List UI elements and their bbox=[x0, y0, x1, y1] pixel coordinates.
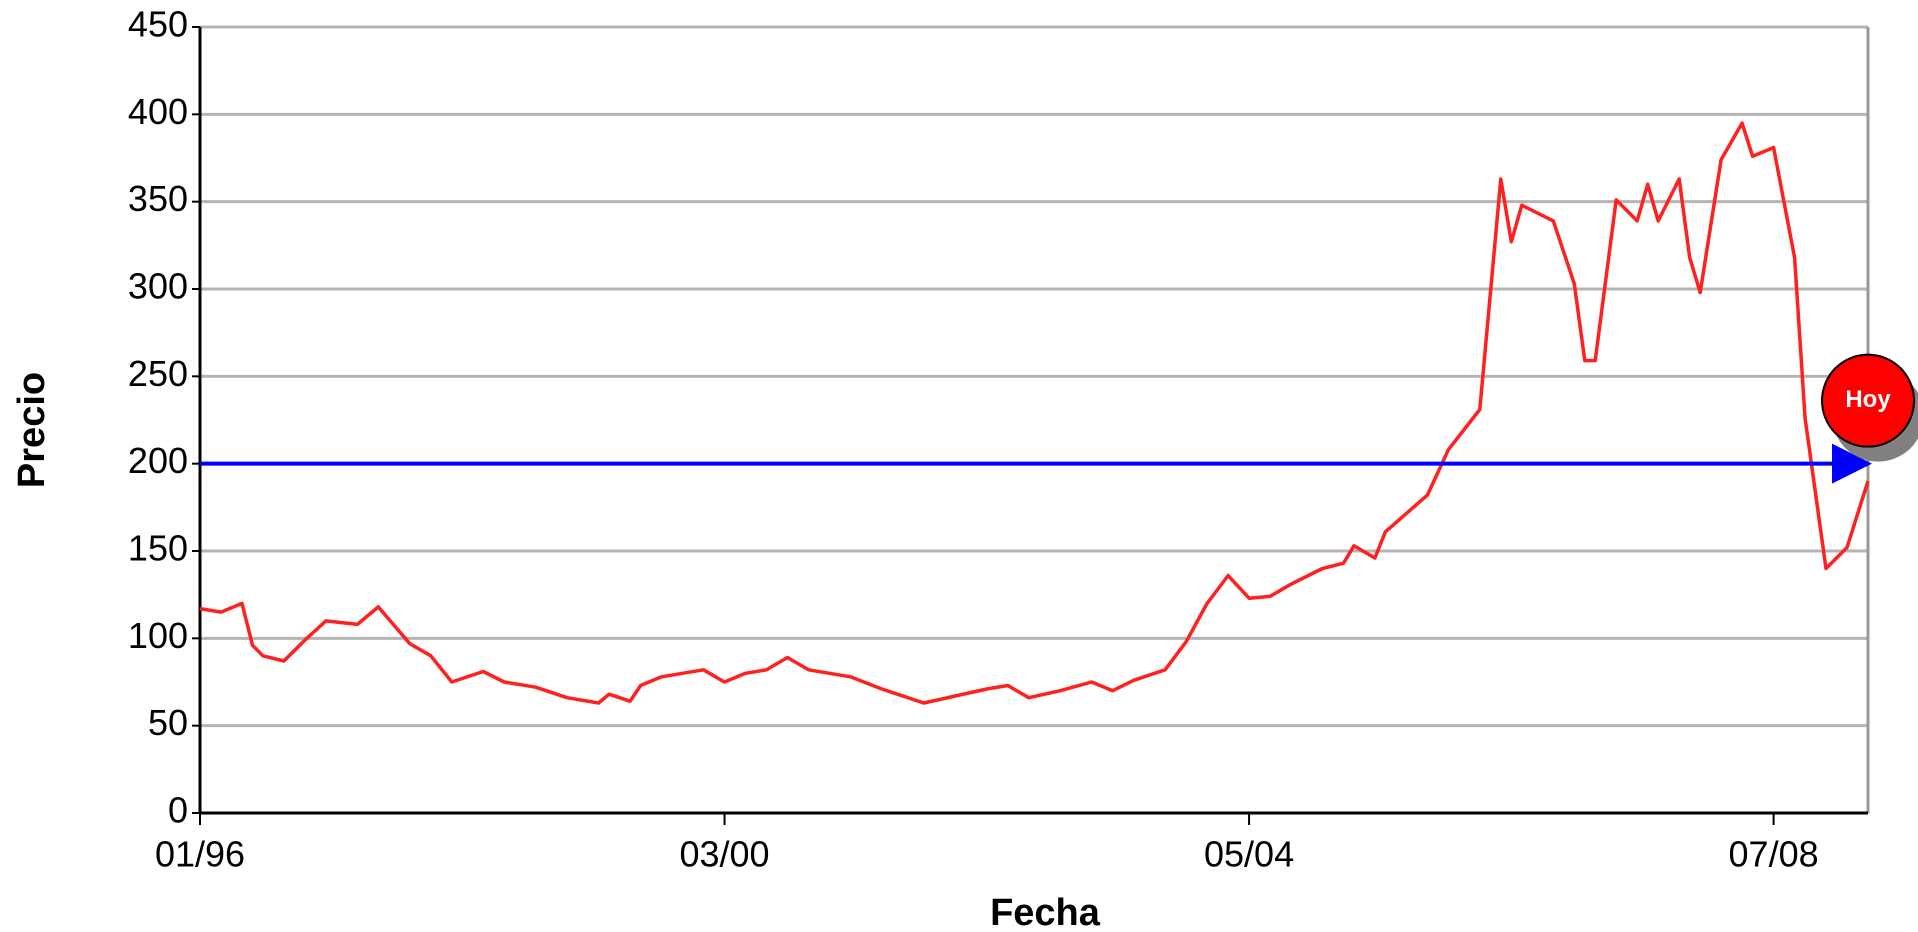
annotation-bubble bbox=[1821, 353, 1915, 448]
y-tick-label: 250 bbox=[128, 353, 188, 394]
y-axis-label: Precio bbox=[11, 372, 53, 488]
y-tick-label: 350 bbox=[128, 178, 188, 219]
annotation-label: Hoy bbox=[1845, 386, 1891, 413]
y-tick-label: 400 bbox=[128, 91, 188, 132]
x-tick-label: 07/08 bbox=[1729, 834, 1819, 875]
x-tick-label: 01/96 bbox=[155, 834, 245, 875]
x-tick-label: 03/00 bbox=[679, 834, 769, 875]
y-tick-label: 450 bbox=[128, 4, 188, 45]
y-tick-label: 100 bbox=[128, 615, 188, 656]
x-tick-label: 05/04 bbox=[1204, 834, 1294, 875]
y-tick-label: 200 bbox=[128, 440, 188, 481]
price-line bbox=[199, 121, 1870, 705]
y-tick-label: 300 bbox=[128, 266, 188, 307]
x-axis-label: Fecha bbox=[990, 892, 1101, 932]
y-tick-label: 150 bbox=[128, 528, 188, 569]
y-tick-label: 0 bbox=[168, 790, 188, 831]
y-tick-label: 50 bbox=[148, 702, 188, 743]
